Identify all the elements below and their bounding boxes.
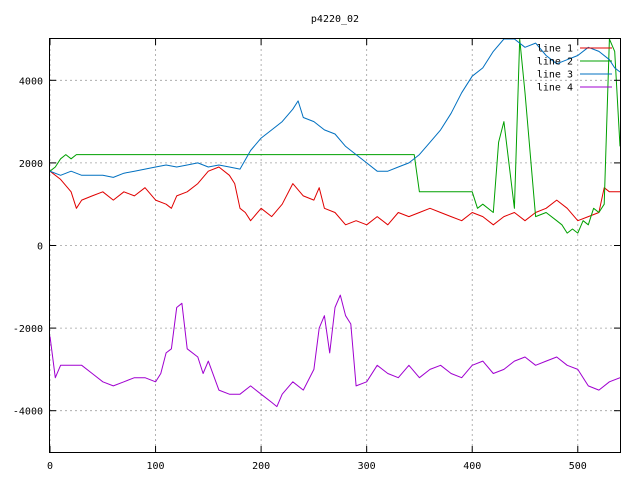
x-tick-label: 500	[569, 461, 587, 472]
axis-ticks: 0 100 200 300 400 500 -4000 -2000 0 2000 4000	[13, 39, 620, 472]
chart-title: p4220_02	[311, 14, 359, 25]
series-line-3	[50, 39, 620, 178]
y-tick-label: 2000	[19, 159, 43, 170]
legend-label: line 4	[537, 83, 573, 94]
legend-label: line 1	[537, 44, 573, 55]
x-tick-label: 400	[463, 461, 481, 472]
series-line-2	[50, 39, 620, 234]
series-line-1	[50, 166, 620, 226]
series-group	[50, 39, 620, 408]
y-tick-label: 0	[37, 242, 43, 253]
legend-label: line 3	[537, 70, 573, 81]
x-tick-label: 0	[47, 461, 53, 472]
grid	[49, 39, 620, 452]
x-tick-label: 200	[252, 461, 270, 472]
legend-label: line 2	[537, 57, 573, 68]
x-tick-label: 300	[358, 461, 376, 472]
y-tick-label: 4000	[19, 76, 43, 87]
legend: line 1 line 2 line 3 line 4	[537, 44, 612, 94]
plot-frame	[49, 38, 621, 453]
x-tick-label: 100	[147, 461, 165, 472]
y-tick-label: -2000	[13, 324, 43, 335]
series-line-4	[50, 294, 620, 408]
y-tick-label: -4000	[13, 407, 43, 418]
